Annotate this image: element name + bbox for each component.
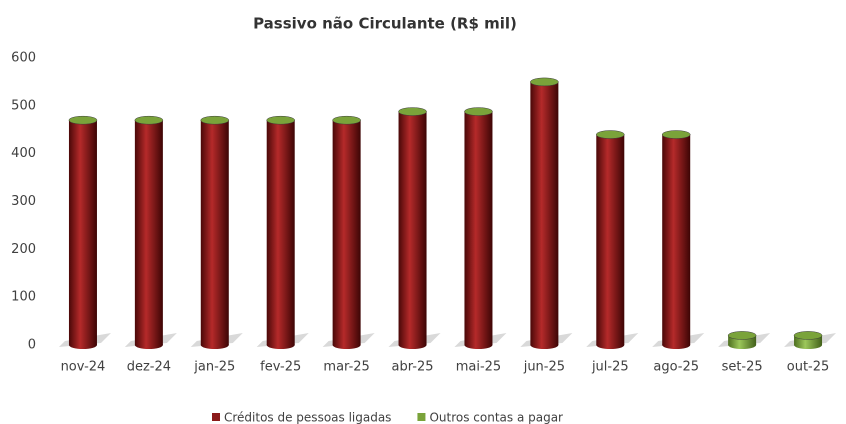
bar [68,120,97,345]
bar-bottom [68,341,97,349]
bar [794,335,823,345]
x-tick-label: fev-25 [260,360,301,375]
x-tick-label: ago-25 [653,360,699,375]
bar-bottom [398,341,427,349]
y-tick-label: 0 [28,338,36,353]
legend-swatch [212,413,220,421]
bar-cap [596,130,625,139]
bar [464,111,493,345]
y-tick-label: 200 [11,242,36,257]
bar [728,335,757,345]
bar [332,120,361,345]
bar-cap [266,115,295,125]
x-tick-label: jun-25 [523,360,565,375]
x-tick-label: dez-24 [127,360,171,375]
y-tick-label: 500 [11,98,36,113]
bar-bottom [134,341,163,349]
bar-cap [530,77,559,87]
x-tick-label: set-25 [722,360,763,375]
bar-cap [332,115,361,125]
bar-bottom [464,341,493,349]
x-tick-label: jan-25 [193,360,235,375]
bar [398,111,427,345]
bar-cap [661,130,691,139]
bar-bottom [662,341,691,349]
bar-bottom [596,341,625,349]
bar-bottom [530,341,559,349]
bar-cap [464,107,493,116]
legend-swatch [417,413,426,421]
bar [266,120,295,345]
bar [200,120,229,345]
bar [596,134,625,345]
y-tick-label: 100 [11,290,36,305]
legend-label: Outros contas a pagar [429,411,563,424]
bar-cap [200,115,230,125]
bar-bottom [728,341,757,349]
bar-cap [134,115,164,125]
bar [134,120,163,345]
bar [662,134,691,345]
legend-label: Créditos de pessoas ligadas [224,411,391,424]
x-tick-label: jul-25 [591,360,629,375]
legend: Créditos de pessoas ligadas Outros contas… [212,411,563,424]
x-tick-label: out-25 [787,360,830,375]
y-tick-label: 300 [11,194,36,209]
bar-cap [793,331,823,340]
bar-bottom [332,341,361,349]
x-tick-label: abr-25 [392,360,434,375]
bar-cap [727,331,757,340]
bar-cap [398,107,427,116]
chart-title: Passivo não Circulante (R$ mil) [253,15,517,33]
x-tick-label: mar-25 [323,360,369,375]
x-tick-label: nov-24 [61,360,106,375]
bar [530,81,559,346]
y-tick-label: 400 [11,146,36,161]
bar-bottom [200,341,229,349]
bar-bottom [266,341,295,349]
bar-bottom [794,341,823,349]
y-tick-label: 600 [11,51,36,66]
bar-cap [68,115,98,125]
x-tick-label: mai-25 [456,360,501,375]
